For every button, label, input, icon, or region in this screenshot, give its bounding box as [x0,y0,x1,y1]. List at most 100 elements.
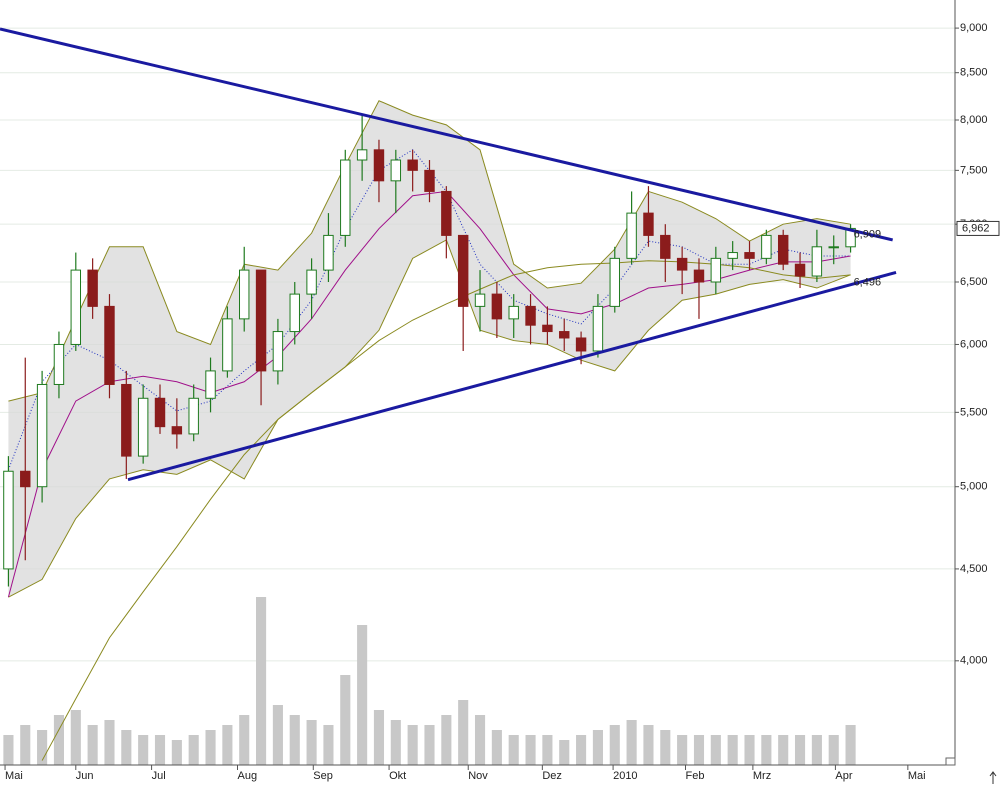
candle-body [272,331,284,372]
candle-body [137,397,149,457]
candle-body [70,269,82,345]
x-tick-label: Nov [468,770,488,782]
volume-bar [424,725,435,765]
candle-body [87,269,98,307]
volume-bar [87,725,98,765]
volume-bar [323,725,334,765]
volume-bar [222,725,233,765]
y-tick-label: 8,000 [960,114,988,126]
axes: 4,0004,5005,0005,5006,0006,5007,0007,500… [4,22,1000,782]
y-tick-label: 6,500 [960,276,988,288]
x-tick-label: Okt [389,770,406,782]
volume-bar [37,730,48,765]
candle-body [424,169,435,192]
volume-bar [677,735,688,765]
candle-body [121,383,132,457]
candle-body [255,269,267,372]
candle-body [575,337,587,352]
candle-body [744,252,755,259]
volume-bar [828,735,839,765]
volume-bar [3,735,14,765]
x-tick-label: Mai [5,770,23,782]
volume-bar [458,700,469,765]
candle-body [525,305,536,326]
candle-body [676,257,688,271]
candle-body [205,370,216,399]
volume-bar [407,725,418,765]
y-tick-label: 5,000 [960,481,988,493]
x-tick-label: Feb [686,770,705,782]
candle-body [559,331,570,339]
candle-body [356,149,368,161]
x-tick-label: Dez [542,770,562,782]
y-tick-label: 5,500 [960,406,988,418]
volume-bar [845,725,856,765]
volume-bar [576,735,587,765]
volume-bar [53,715,65,765]
candle-body [3,470,14,570]
volume-bar [306,720,317,765]
volume-bar [171,740,182,765]
volume-bar [256,597,267,765]
volume-bar [357,625,368,765]
volume-bar [340,675,351,765]
candle-body [104,305,115,385]
volume-bar [474,715,486,765]
volume-bar [239,715,250,765]
y-tick-label: 6,000 [960,338,988,350]
corner-box [945,757,956,766]
candle-body [609,257,620,307]
volume-bar [525,735,536,765]
x-tick-label: Mai [908,770,926,782]
volume-bar [441,715,452,765]
last-price-label: 6,962 [962,222,990,234]
volume-bar [794,735,806,765]
candle-body [457,234,469,307]
volume-bar [289,715,300,765]
candle-body [710,257,722,283]
candle-body [188,397,199,435]
candle-body [660,234,671,259]
candle-body [53,343,65,385]
x-tick-label: Aug [237,770,257,782]
candle-body [643,212,654,236]
volume-bar [626,720,637,765]
y-tick-label: 9,000 [960,22,988,34]
trendline-label: 6,496 [854,276,882,288]
candle-body [340,159,351,236]
trendline [127,271,897,482]
x-tick-label: Mrz [753,770,771,782]
candle-body [777,234,789,265]
volume-bar [70,710,81,765]
candle-body [794,263,806,277]
trendline-label: 6,909 [854,228,882,240]
candle-body [441,190,452,236]
volume-bar [727,735,738,765]
volume-bar [20,725,31,765]
band-fill [8,100,851,598]
x-tick-label: Apr [835,770,852,782]
candle-body [508,305,519,320]
candle-body [289,293,300,333]
volume-bar [710,735,721,765]
candle-body [828,246,839,249]
volume-bar [609,725,620,765]
volume-bar [390,720,401,765]
x-tick-label: Jun [76,770,94,782]
y-tick-label: 4,500 [960,563,988,575]
y-tick-label: 8,500 [960,67,988,79]
candle-body [542,324,553,333]
grid [0,27,955,662]
y-tick-label: 4,000 [960,655,988,667]
candle-body [727,252,738,259]
trendlines: 6,909 6,496 [0,27,897,482]
candle-body [845,227,856,248]
candle-body [390,159,402,182]
volume-bar [154,735,166,765]
candle-body [154,397,166,428]
candle-body [36,383,48,488]
scroll-icon[interactable] [989,771,997,784]
volume-bar [811,735,822,765]
